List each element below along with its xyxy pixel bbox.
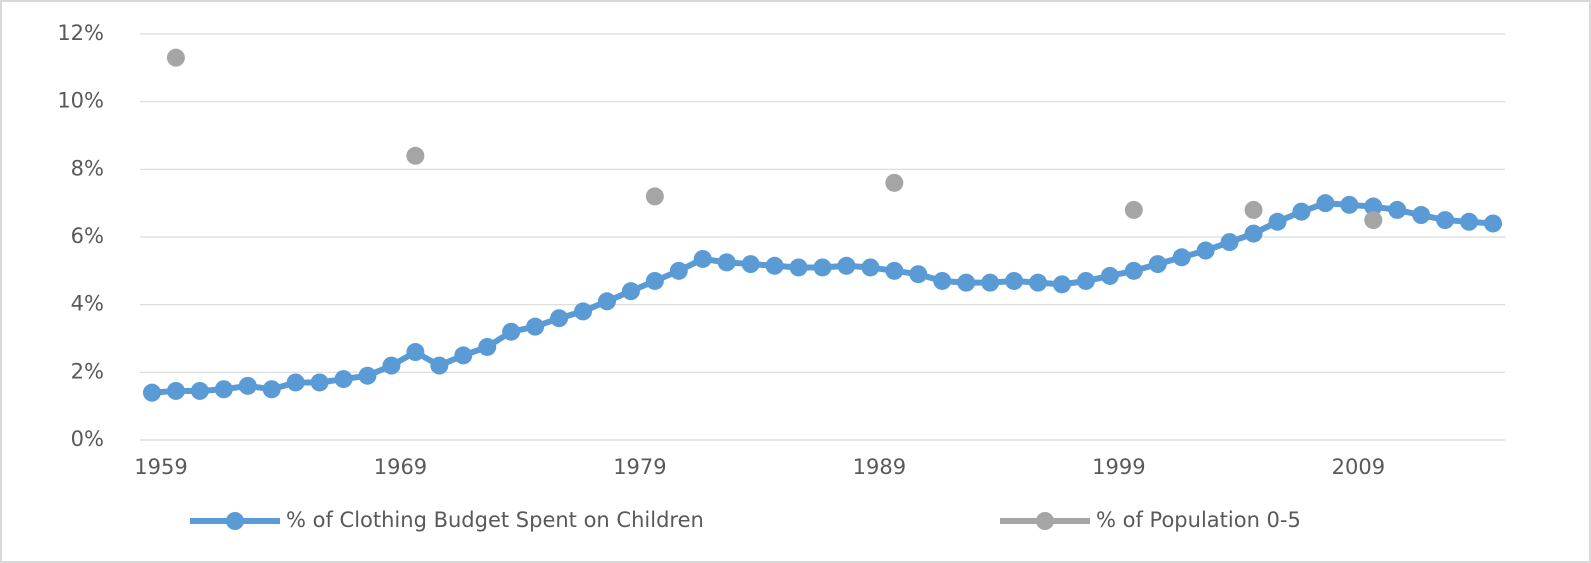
data-point — [1436, 211, 1455, 230]
data-point — [478, 337, 497, 356]
data-point — [861, 258, 880, 277]
x-tick-label: 1979 — [613, 455, 666, 479]
data-point — [430, 356, 449, 375]
y-tick-label: 2% — [71, 359, 104, 383]
data-point — [166, 381, 185, 400]
y-tick-label: 10% — [57, 89, 104, 113]
data-point — [1460, 212, 1479, 231]
data-point — [1052, 275, 1071, 294]
data-point — [574, 302, 593, 321]
data-point — [1292, 202, 1311, 221]
data-point — [502, 322, 521, 341]
y-tick-label: 6% — [71, 224, 104, 248]
data-point — [1124, 261, 1143, 280]
data-point — [741, 255, 760, 274]
data-point — [550, 309, 569, 328]
x-tick-label: 1999 — [1092, 455, 1145, 479]
data-point — [981, 273, 1000, 292]
data-point — [286, 373, 305, 392]
data-point — [382, 356, 401, 375]
legend-label: % of Clothing Budget Spent on Children — [286, 508, 704, 532]
data-point — [885, 261, 904, 280]
y-tick-label: 12% — [57, 21, 104, 45]
data-point — [214, 380, 233, 399]
data-point — [1244, 200, 1263, 219]
data-point — [717, 253, 736, 272]
data-point — [262, 380, 281, 399]
data-point — [166, 48, 185, 67]
data-point — [837, 256, 856, 275]
data-point — [1484, 214, 1503, 233]
data-point — [1316, 194, 1335, 213]
data-point — [909, 265, 928, 284]
data-point — [1268, 212, 1287, 231]
data-point — [1148, 255, 1167, 274]
data-point — [190, 381, 209, 400]
data-point — [406, 146, 425, 165]
data-point — [1412, 206, 1431, 225]
data-point — [597, 292, 616, 311]
x-tick-label: 2009 — [1332, 455, 1385, 479]
data-point — [1124, 200, 1143, 219]
data-point — [334, 370, 353, 389]
data-point — [310, 373, 329, 392]
data-point — [1172, 248, 1191, 267]
legend-swatch-marker — [226, 512, 244, 530]
data-point — [1196, 241, 1215, 260]
legend-label: % of Population 0-5 — [1096, 508, 1301, 532]
data-point — [1364, 197, 1383, 216]
data-point — [406, 343, 425, 362]
data-point — [1005, 271, 1024, 290]
y-tick-label: 8% — [71, 156, 104, 180]
legend-swatch-marker — [1036, 512, 1054, 530]
data-point — [358, 366, 377, 385]
data-point — [645, 187, 664, 206]
data-point — [645, 271, 664, 290]
data-point — [885, 173, 904, 192]
data-point — [238, 376, 257, 395]
data-point — [1388, 200, 1407, 219]
data-point — [1076, 271, 1095, 290]
data-point — [789, 258, 808, 277]
data-point — [1100, 266, 1119, 285]
data-point — [526, 317, 545, 336]
data-point — [1029, 273, 1048, 292]
x-tick-label: 1969 — [374, 455, 427, 479]
y-tick-label: 4% — [71, 292, 104, 316]
x-tick-label: 1959 — [134, 455, 187, 479]
data-point — [1340, 195, 1359, 214]
data-point — [621, 282, 640, 301]
data-point — [1220, 233, 1239, 252]
y-tick-label: 0% — [71, 427, 104, 451]
data-point — [1364, 211, 1383, 230]
data-point — [693, 249, 712, 268]
data-point — [1244, 224, 1263, 243]
data-point — [765, 256, 784, 275]
data-point — [142, 383, 161, 402]
data-point — [813, 258, 832, 277]
data-point — [669, 261, 688, 280]
data-point — [454, 346, 473, 365]
data-point — [933, 271, 952, 290]
data-point — [957, 273, 976, 292]
x-tick-label: 1989 — [853, 455, 906, 479]
